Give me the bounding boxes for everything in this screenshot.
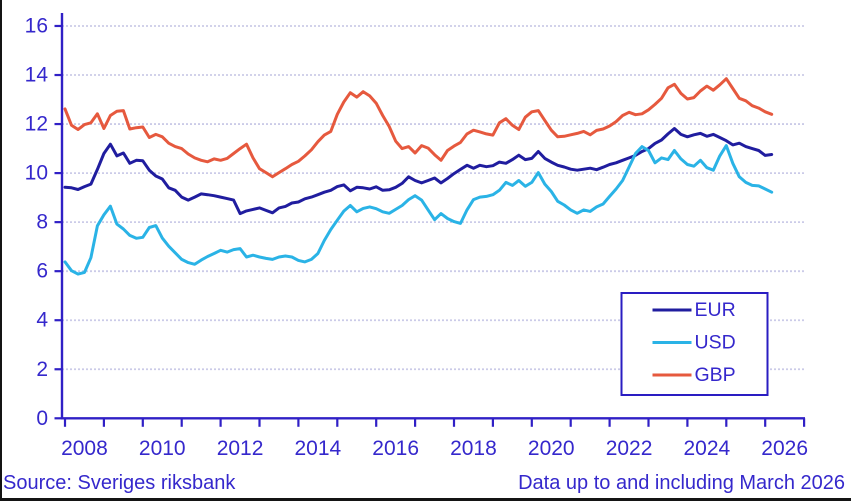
y-tick-label: 2 [36, 358, 48, 381]
x-tick-label: 2014 [294, 437, 341, 460]
series-line-eur [63, 127, 774, 216]
source-text: Source: Sveriges riksbank [3, 472, 236, 494]
exchange-rate-chart: 0 2 4 6 8 10 12 14 16 2008 2010 2012 2014 2016 2018 202… [25, 13, 808, 460]
bottom-border [0, 498, 851, 501]
data-note-text: Data up to and including March 2026 [518, 472, 845, 494]
x-tick-label: 2022 [606, 437, 653, 460]
y-tick-label: 10 [25, 162, 48, 185]
x-tick-label: 2008 [61, 437, 108, 460]
y-tick-label: 8 [36, 211, 48, 234]
legend-label-eur: EUR [695, 299, 736, 321]
x-tick-label: 2010 [139, 437, 186, 460]
x-tick-label: 2024 [683, 437, 730, 460]
x-tick-label: 2018 [450, 437, 497, 460]
y-tick-label: 16 [25, 14, 48, 37]
y-tick-label: 0 [36, 407, 48, 430]
y-tick-label: 4 [36, 309, 48, 332]
x-tick-label: 2020 [528, 437, 575, 460]
y-tick-label: 14 [25, 64, 49, 87]
x-tick-label: 2016 [372, 437, 419, 460]
y-tick-label: 6 [36, 260, 48, 283]
x-tick-label: 2026 [761, 437, 808, 460]
legend-label-gbp: GBP [695, 364, 736, 386]
legend-box [620, 292, 769, 396]
series-line-usd [63, 144, 774, 276]
x-tick-label: 2012 [217, 437, 264, 460]
series-line-gbp [63, 77, 774, 179]
left-border [0, 0, 2, 501]
legend-label-usd: USD [695, 332, 736, 354]
y-tick-label: 12 [25, 113, 48, 136]
